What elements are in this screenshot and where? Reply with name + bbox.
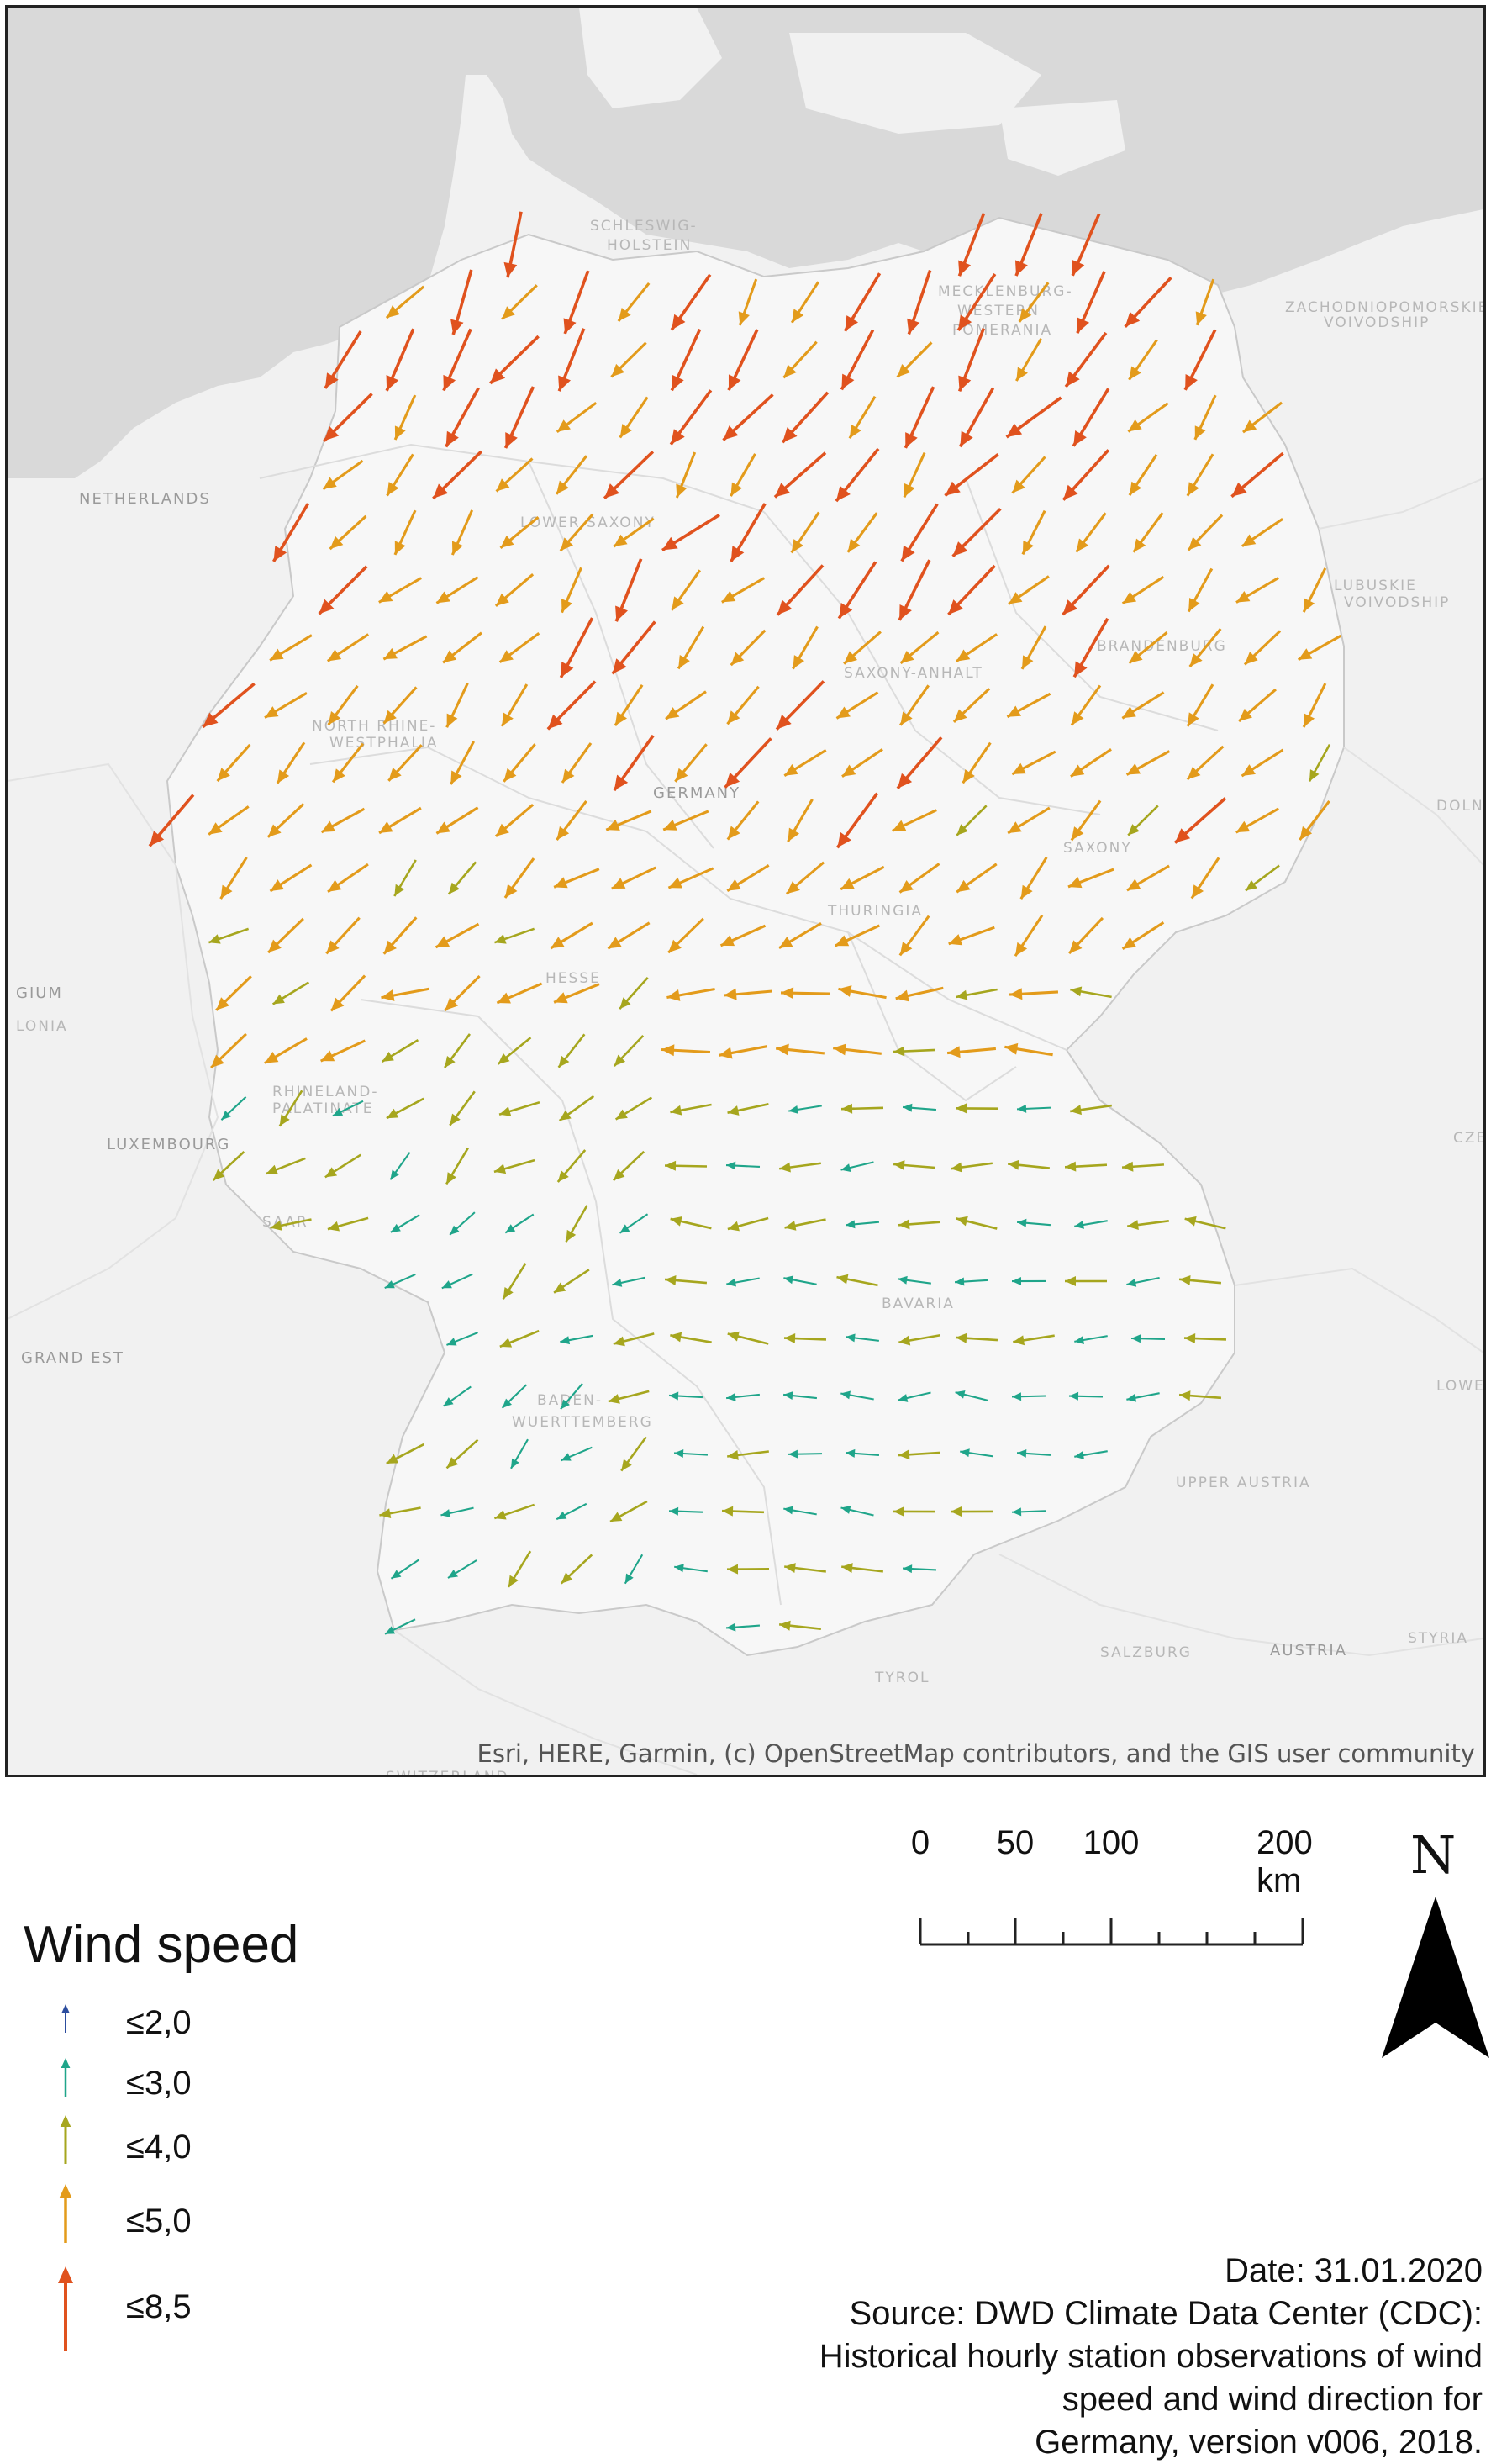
place-label: HOLSTEIN <box>607 237 692 254</box>
place-label: AUSTRIA <box>1270 1642 1347 1659</box>
scale-bar: 0 50 100 200 km <box>891 1824 1395 1950</box>
north-arrow: N <box>1378 1824 1491 2068</box>
place-label: LOWER SAXONY <box>520 514 656 531</box>
source-line: Historical hourly station observations o… <box>726 2335 1483 2378</box>
legend-title: Wind speed <box>24 1915 298 1975</box>
legend-label: ≤4,0 <box>126 2129 192 2166</box>
source-note: Date: 31.01.2020 Source: DWD Climate Dat… <box>726 2250 1483 2464</box>
place-label: SCHLESWIG- <box>590 218 698 235</box>
place-label: CZE <box>1453 1130 1483 1147</box>
place-label: TYROL <box>874 1670 930 1686</box>
legend-arrow-icon <box>42 2110 92 2186</box>
scale-bar-ruler <box>891 1824 1395 1950</box>
source-line: Germany, version v006, 2018. <box>726 2421 1483 2464</box>
source-line: Date: 31.01.2020 <box>726 2250 1483 2293</box>
place-label: STYRIA <box>1408 1630 1468 1647</box>
legend-label: ≤8,5 <box>126 2288 192 2326</box>
source-line: speed and wind direction for <box>726 2378 1483 2421</box>
place-label: SAXONY-ANHALT <box>844 665 983 682</box>
legend-label: ≤2,0 <box>126 2004 192 2042</box>
place-label: GIUM <box>16 984 63 1002</box>
place-label: WESTPHALIA <box>329 735 439 752</box>
legend-arrow-icon <box>42 2179 92 2263</box>
place-label: SALZBURG <box>1100 1644 1192 1661</box>
place-label: ZACHODNIOPOMORSKIE <box>1285 299 1483 316</box>
place-label: VOIVODSHIP <box>1324 314 1430 331</box>
legend-label: ≤3,0 <box>126 2065 192 2103</box>
legend-item-5-0: ≤5,0 <box>42 2179 294 2263</box>
wind-map[interactable]: NETHERLANDS SCHLESWIG- HOLSTEIN MECKLENBURG… <box>8 8 1483 1775</box>
legend-label: ≤5,0 <box>126 2203 192 2240</box>
place-label: LUXEMBOURG <box>107 1136 230 1153</box>
place-label: LUBUSKIE <box>1334 578 1417 594</box>
place-label: SAXONY <box>1063 840 1132 857</box>
place-label: BADEN- <box>537 1392 603 1409</box>
legend-item-8-5: ≤8,5 <box>42 2261 294 2345</box>
place-label: BAVARIA <box>882 1295 955 1312</box>
place-label: GRAND EST <box>21 1349 124 1367</box>
place-label: DOLN <box>1436 798 1483 815</box>
place-label: WUERTTEMBERG <box>512 1414 653 1431</box>
map-frame[interactable]: NETHERLANDS SCHLESWIG- HOLSTEIN MECKLENBURG… <box>5 5 1486 1777</box>
place-label: UPPER AUSTRIA <box>1176 1475 1311 1491</box>
place-label: LOWE <box>1436 1378 1483 1395</box>
place-label: NETHERLANDS <box>79 490 211 508</box>
legend-arrow-icon <box>42 2261 92 2371</box>
place-label: HESSE <box>545 970 601 987</box>
place-label: MECKLENBURG- <box>938 283 1073 300</box>
place-label: THURINGIA <box>827 903 923 920</box>
source-line: Source: DWD Climate Data Center (CDC): <box>726 2293 1483 2335</box>
map-attribution: Esri, HERE, Garmin, (c) OpenStreetMap co… <box>477 1739 1476 1768</box>
place-label: RHINELAND- <box>272 1084 379 1100</box>
place-label: SWITZERLAND <box>386 1769 509 1775</box>
place-label: VOIVODSHIP <box>1344 594 1450 611</box>
place-label: LONIA <box>16 1018 68 1035</box>
north-arrow-icon <box>1378 1824 1491 2068</box>
